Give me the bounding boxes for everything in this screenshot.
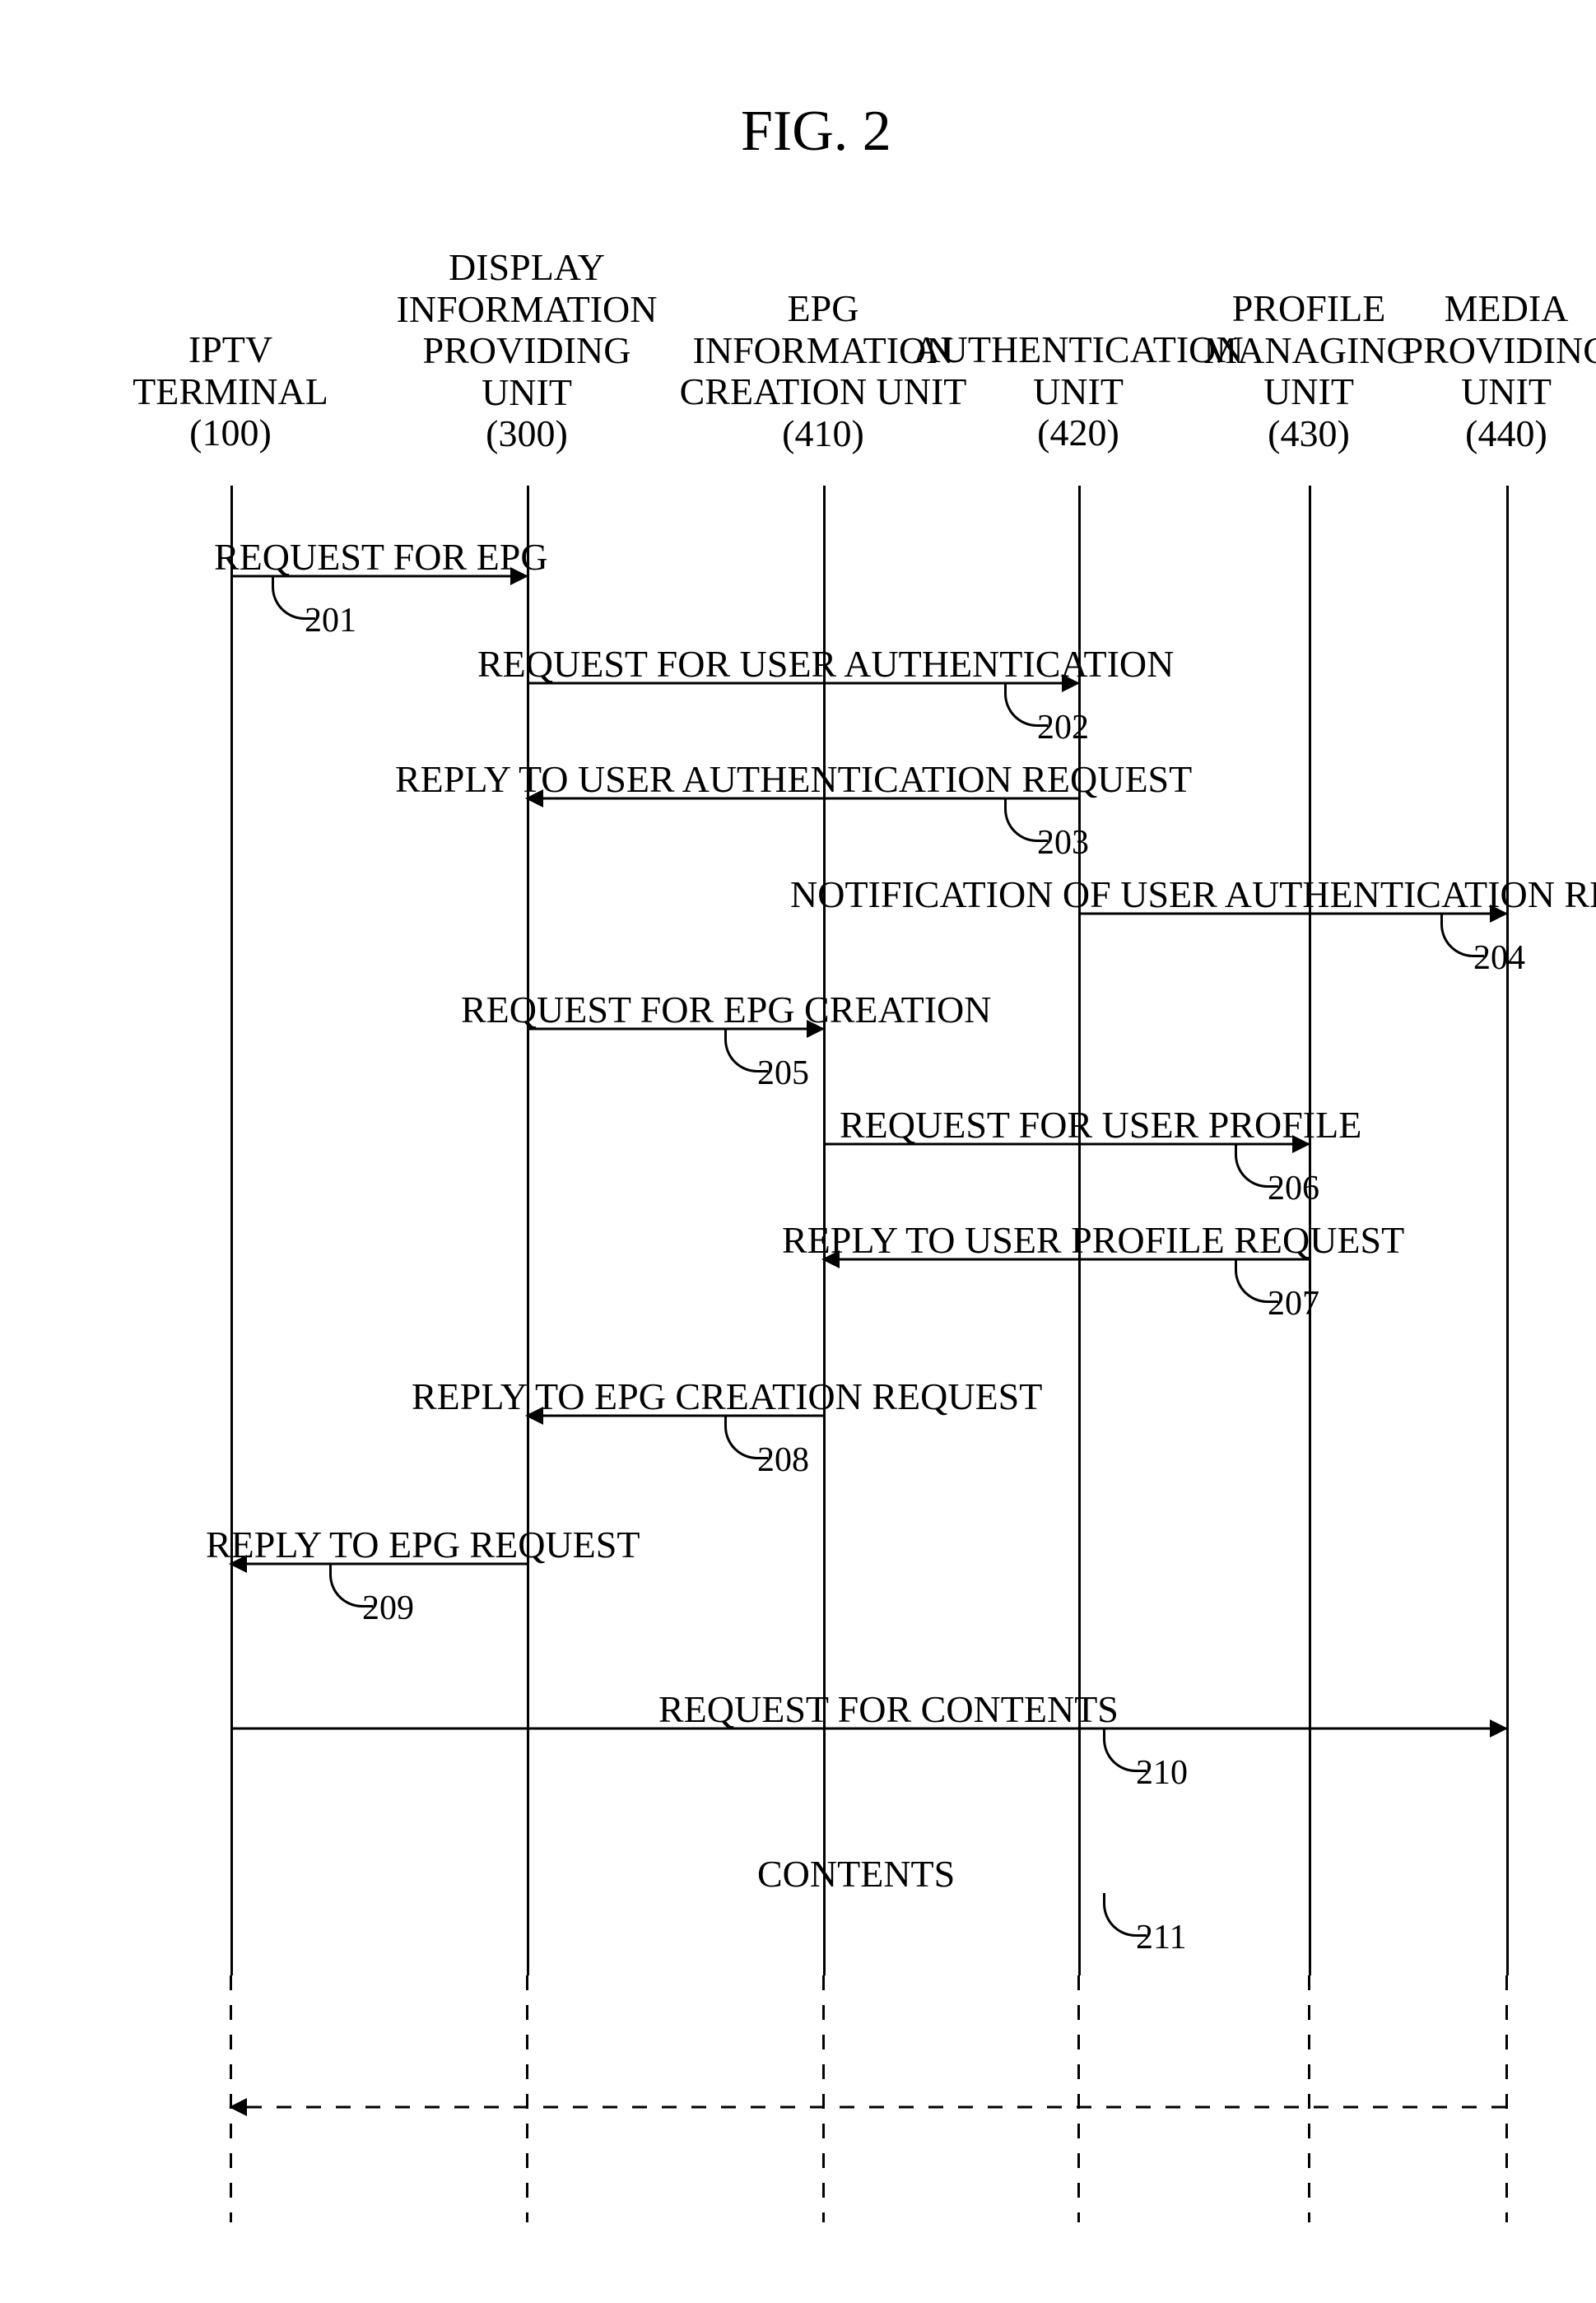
step-211: 211 [1136,1918,1186,1957]
step-205: 205 [757,1054,809,1093]
step-207: 207 [1268,1284,1319,1324]
step-210: 210 [1136,1753,1188,1793]
arrows-layer [0,0,1596,2303]
msg-label-210: REQUEST FOR CONTENTS [658,1687,1119,1731]
msg-label-201: REQUEST FOR EPG [214,535,548,579]
msg-label-208: REPLY TO EPG CREATION REQUEST [412,1375,1042,1418]
step-203: 203 [1037,823,1089,863]
step-202: 202 [1037,708,1089,747]
step-209: 209 [362,1589,414,1628]
msg-label-211: CONTENTS [757,1852,955,1896]
msg-label-203: REPLY TO USER AUTHENTICATION REQUEST [395,757,1192,801]
step-204: 204 [1473,938,1525,978]
step-201: 201 [305,601,356,640]
step-206: 206 [1268,1169,1319,1208]
msg-label-206: REQUEST FOR USER PROFILE [840,1103,1361,1147]
msg-label-209: REPLY TO EPG REQUEST [206,1523,640,1566]
msg-label-207: REPLY TO USER PROFILE REQUEST [782,1218,1404,1262]
msg-label-205: REQUEST FOR EPG CREATION [461,988,992,1031]
msg-label-202: REQUEST FOR USER AUTHENTICATION [477,642,1174,686]
step-208: 208 [757,1440,809,1480]
msg-label-204: NOTIFICATION OF USER AUTHENTICATION RESU… [790,872,1596,916]
